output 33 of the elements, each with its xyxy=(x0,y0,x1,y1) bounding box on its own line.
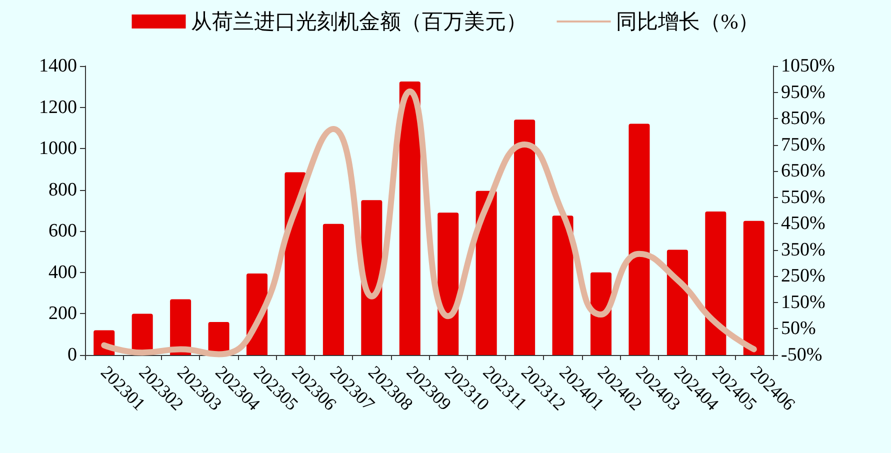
y2-tick-label: 150% xyxy=(781,292,826,313)
y-tick-label: 1200 xyxy=(39,96,77,118)
y2-tick-label: 650% xyxy=(781,160,826,182)
y-tick-label: 800 xyxy=(48,179,77,200)
bar xyxy=(514,120,536,355)
bar xyxy=(284,172,306,355)
bar xyxy=(628,124,650,355)
y2-tick-label: 950% xyxy=(781,82,826,103)
y-tick-label: 400 xyxy=(48,262,77,283)
y2-tick-label: 850% xyxy=(781,108,826,130)
bar xyxy=(438,212,459,355)
y2-tick-label: 50% xyxy=(781,318,816,340)
bar xyxy=(322,224,344,355)
y-tick-label: 200 xyxy=(48,303,77,324)
bar xyxy=(476,190,497,355)
y-tick-label: 1000 xyxy=(39,138,77,160)
y2-tick-label: 450% xyxy=(781,213,826,234)
y-tick-label: 600 xyxy=(48,220,77,242)
bar xyxy=(399,81,420,355)
y-tick-label: 1400 xyxy=(39,56,77,76)
y2-tick-label: 350% xyxy=(781,239,826,260)
y2-tick-label: 250% xyxy=(781,266,826,287)
y2-tick-label: 750% xyxy=(781,134,826,156)
bar xyxy=(552,216,574,355)
y2-tick-label: -50% xyxy=(781,344,822,366)
bar xyxy=(666,250,688,355)
bar xyxy=(743,220,764,355)
y2-tick-label: 1050% xyxy=(781,56,835,76)
legend-label: 从荷兰进口光刻机金额（百万美元） xyxy=(190,10,527,34)
y-tick-label: 0 xyxy=(68,344,77,366)
bar xyxy=(705,212,726,355)
legend-label: 同比增长（%） xyxy=(616,10,760,34)
y2-tick-label: 550% xyxy=(781,186,826,208)
